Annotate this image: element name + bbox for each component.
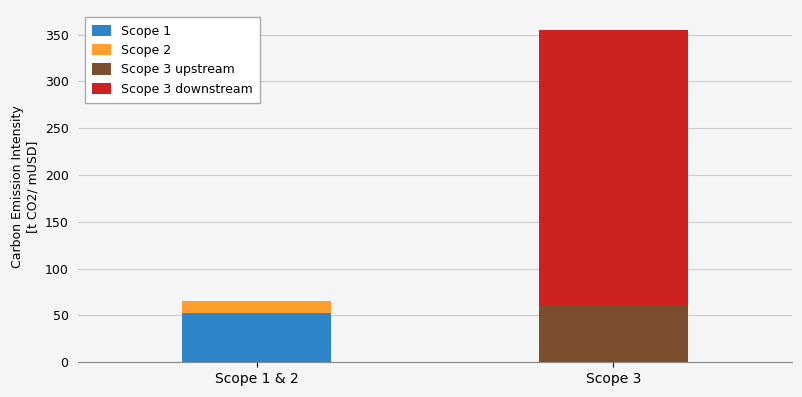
Bar	[182, 301, 330, 314]
Bar	[182, 314, 330, 362]
Y-axis label: Carbon Emission Intensity
[t CO2/ mUSD]: Carbon Emission Intensity [t CO2/ mUSD]	[11, 105, 39, 268]
Bar	[538, 30, 687, 306]
Legend: Scope 1, Scope 2, Scope 3 upstream, Scope 3 downstream: Scope 1, Scope 2, Scope 3 upstream, Scop…	[84, 17, 260, 103]
Bar	[538, 306, 687, 362]
